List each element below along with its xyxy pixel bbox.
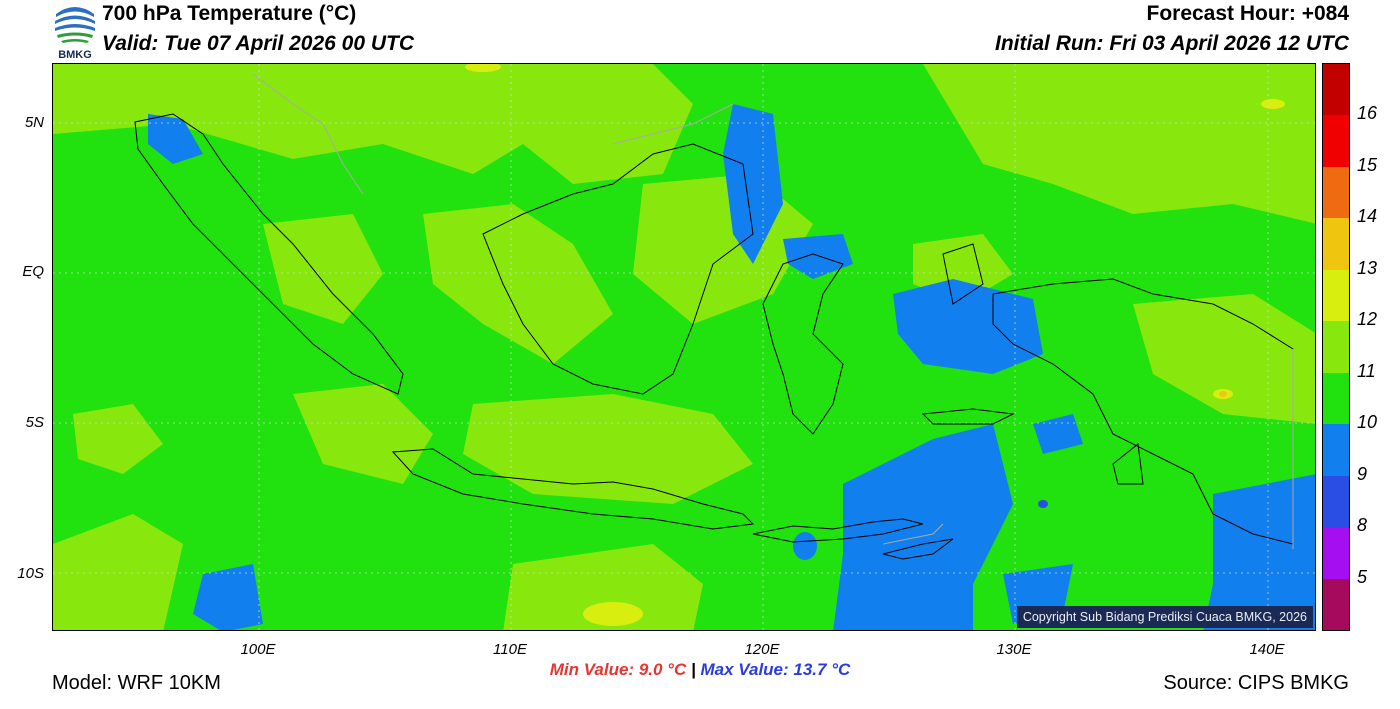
colorbar-label: 13	[1357, 257, 1378, 278]
initial-run: Initial Run: Fri 03 April 2026 12 UTC	[995, 32, 1349, 55]
value-separator: |	[690, 660, 696, 679]
colorbar-segment	[1323, 115, 1349, 168]
source-label: Source: CIPS BMKG	[1163, 672, 1349, 694]
colorbar-label: 12	[1357, 309, 1378, 330]
colorbar-segment	[1323, 269, 1349, 322]
colorbar-segment	[1323, 424, 1349, 477]
copyright-notice: Copyright Sub Bidang Prediksi Cuaca BMKG…	[1016, 606, 1313, 628]
colorbar-segment	[1323, 166, 1349, 219]
valid-time: Valid: Tue 07 April 2026 00 UTC	[102, 32, 415, 55]
colorbar-label: 15	[1357, 154, 1378, 175]
logo-text: BMKG	[58, 49, 92, 60]
colorbar-segment	[1323, 372, 1349, 425]
min-max-values: Min Value: 9.0 °C | Max Value: 13.7 °C	[0, 660, 1400, 680]
colorbar-segment	[1323, 64, 1349, 116]
colorbar-segment	[1323, 321, 1349, 374]
colorbar-label: 10	[1357, 412, 1378, 433]
lat-label-eq: EQ	[22, 263, 44, 280]
colorbar-label: 9	[1357, 463, 1368, 484]
colorbar-label: 16	[1357, 103, 1378, 124]
temperature-map: Copyright Sub Bidang Prediksi Cuaca BMKG…	[52, 63, 1316, 631]
min-value: Min Value: 9.0 °C	[549, 660, 687, 679]
lat-label-10s: 10S	[17, 565, 44, 582]
forecast-hour: Forecast Hour: +084	[1146, 2, 1350, 25]
colorbar-segment	[1323, 218, 1349, 271]
bmkg-logo: BMKG	[55, 3, 95, 60]
lon-label-130e: 130E	[996, 641, 1032, 658]
lat-label-5n: 5N	[24, 114, 44, 131]
colorbar	[1322, 63, 1350, 631]
model-label: Model: WRF 10KM	[52, 672, 221, 694]
colorbar-label: 8	[1357, 515, 1368, 536]
lon-label-100e: 100E	[240, 641, 276, 658]
colorbar-segment	[1323, 578, 1349, 631]
max-value: Max Value: 13.7 °C	[700, 660, 851, 679]
colorbar-label: 5	[1357, 566, 1368, 587]
colorbar-label: 11	[1357, 360, 1376, 381]
lon-label-110e: 110E	[493, 641, 527, 658]
colorbar-label: 14	[1357, 206, 1378, 227]
lon-label-140e: 140E	[1249, 641, 1285, 658]
lon-label-120e: 120E	[744, 641, 780, 658]
colorbar-segment	[1323, 475, 1349, 528]
chart-title: 700 hPa Temperature (°C)	[102, 2, 357, 25]
map-graphic	[53, 64, 1315, 630]
colorbar-segment	[1323, 527, 1349, 580]
lat-label-5s: 5S	[25, 414, 44, 431]
